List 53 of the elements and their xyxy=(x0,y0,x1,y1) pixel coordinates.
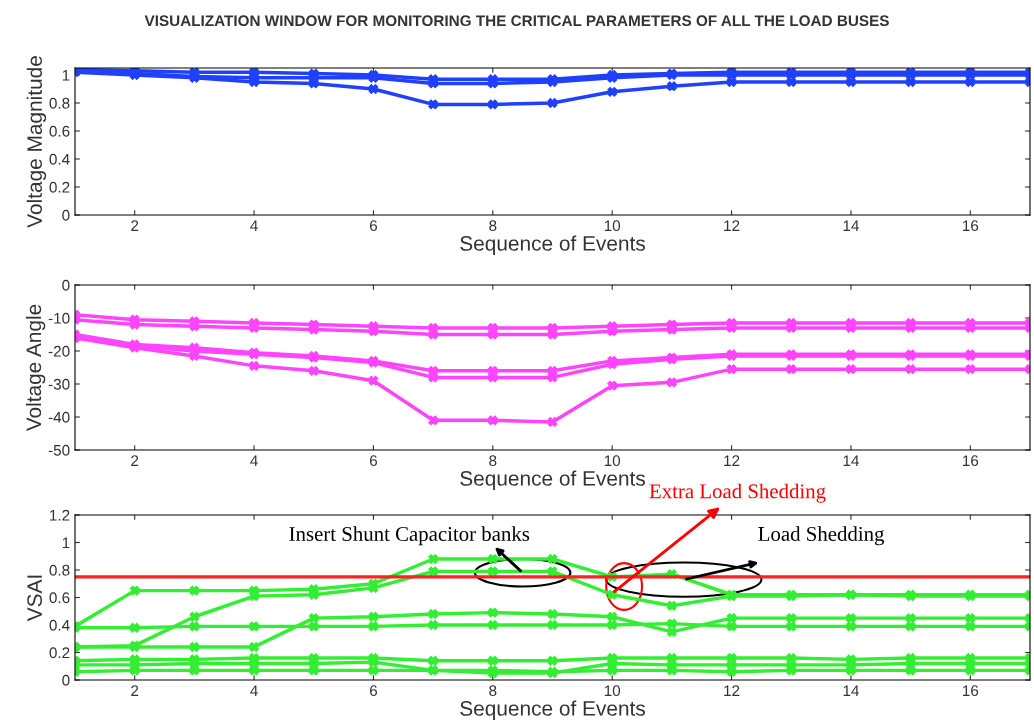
y-axis-title: VSAI xyxy=(27,575,43,622)
chart-title: VISUALIZATION WINDOW FOR MONITORING THE CRITICAL PARAMETERS OF ALL THE LOAD BUSES xyxy=(144,15,889,27)
x-tick-label: 6 xyxy=(369,455,378,467)
y-tick-label: 0.8 xyxy=(49,97,70,109)
x-tick-label: 2 xyxy=(131,455,139,466)
y-tick-label: 0 xyxy=(62,279,70,291)
x-tick-label: 12 xyxy=(724,455,740,466)
x-tick-label: 10 xyxy=(604,220,621,232)
y-tick-label: 0.2 xyxy=(49,647,70,659)
x-tick-label: 12 xyxy=(724,685,740,696)
x-tick-label: 16 xyxy=(962,220,979,232)
x-axis-title: Sequence of Events xyxy=(460,470,645,490)
annotation: Insert Shunt Capacitor banks xyxy=(289,526,530,546)
x-tick-label: 6 xyxy=(369,685,378,697)
x-tick-label: 4 xyxy=(250,220,258,231)
annotation: Extra Load Shedding xyxy=(649,483,826,503)
annotation: Load Shedding xyxy=(758,526,885,546)
x-tick-label: 4 xyxy=(250,455,258,466)
y-tick-label: -50 xyxy=(48,444,70,456)
y-axis-title: Voltage Magnitude xyxy=(26,56,47,228)
x-tick-label: 12 xyxy=(724,220,740,231)
y-tick-label: 0 xyxy=(62,674,70,686)
x-tick-label: 16 xyxy=(962,455,979,467)
y-tick-label: 0.6 xyxy=(49,592,70,604)
x-tick-label: 14 xyxy=(843,220,859,231)
x-axis-title: Sequence of Events xyxy=(460,235,645,255)
x-tick-label: 14 xyxy=(843,685,859,696)
y-tick-label: -10 xyxy=(48,312,70,324)
x-tick-label: 4 xyxy=(250,685,258,696)
y-tick-label: -20 xyxy=(48,345,70,357)
x-tick-label: 14 xyxy=(843,455,859,466)
y-axis-title: Voltage Angle xyxy=(25,304,46,432)
y-tick-label: -30 xyxy=(48,378,70,390)
x-tick-label: 8 xyxy=(489,685,497,697)
y-tick-label: 0.6 xyxy=(49,125,70,137)
x-tick-label: 6 xyxy=(369,220,378,232)
y-tick-label: 0.2 xyxy=(49,181,70,193)
y-tick-label: 0.4 xyxy=(49,619,70,631)
y-tick-label: 1 xyxy=(62,70,70,81)
x-tick-label: 16 xyxy=(962,685,979,697)
x-tick-label: 8 xyxy=(489,220,497,232)
x-tick-label: 10 xyxy=(604,455,621,467)
y-tick-label: 0 xyxy=(62,209,70,221)
x-tick-label: 2 xyxy=(131,685,139,696)
x-tick-label: 10 xyxy=(604,685,621,697)
y-tick-label: 1 xyxy=(62,537,70,549)
x-tick-label: 2 xyxy=(131,220,139,231)
y-tick-label: 0.4 xyxy=(49,153,70,165)
y-tick-label: 0.8 xyxy=(49,564,70,576)
y-tick-label: -40 xyxy=(48,411,70,423)
x-axis-title: Sequence of Events xyxy=(460,700,645,720)
y-tick-label: 1.2 xyxy=(50,509,70,521)
x-tick-label: 8 xyxy=(489,455,497,467)
